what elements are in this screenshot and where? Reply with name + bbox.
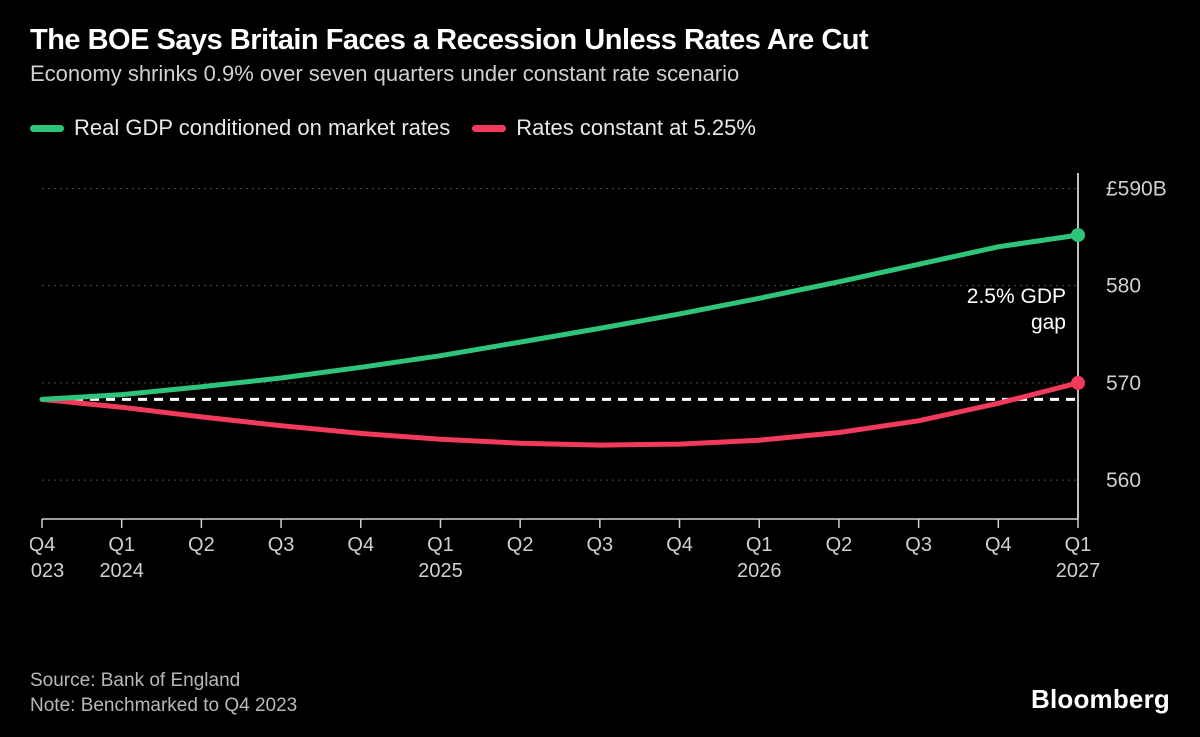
brand-label: Bloomberg — [1031, 684, 1170, 715]
footer-source: Source: Bank of England — [30, 668, 297, 694]
series-2-line — [42, 383, 1078, 445]
chart-footer: Source: Bank of England Note: Benchmarke… — [30, 668, 297, 719]
x-tick-label-quarter: Q3 — [905, 534, 932, 556]
x-tick-label-quarter: Q4 — [666, 534, 693, 556]
legend-label-1: Real GDP conditioned on market rates — [74, 115, 450, 141]
footer-note: Note: Benchmarked to Q4 2023 — [30, 693, 297, 719]
legend-label-2: Rates constant at 5.25% — [516, 115, 756, 141]
x-tick-label-quarter: Q2 — [507, 534, 534, 556]
x-tick-label-quarter: Q4 — [347, 534, 374, 556]
y-tick-label: 560 — [1106, 469, 1141, 492]
chart-title: The BOE Says Britain Faces a Recession U… — [30, 24, 1170, 57]
x-tick-label-year: 2027 — [1056, 560, 1101, 582]
series-1-marker — [1071, 228, 1085, 242]
x-tick-label-quarter: Q1 — [427, 534, 454, 556]
series-2-marker — [1071, 376, 1085, 390]
x-tick-label-quarter: Q4 — [30, 534, 55, 556]
x-tick-label-year: 2025 — [418, 560, 463, 582]
chart-card: The BOE Says Britain Faces a Recession U… — [0, 0, 1200, 737]
legend-swatch-2 — [472, 125, 506, 132]
x-tick-label-quarter: Q3 — [268, 534, 295, 556]
x-tick-label-year: 2023 — [30, 560, 64, 582]
x-tick-label-year: 2026 — [737, 560, 782, 582]
legend-item-series2: Rates constant at 5.25% — [472, 115, 756, 141]
x-tick-label-quarter: Q4 — [985, 534, 1012, 556]
x-tick-label-quarter: Q2 — [188, 534, 215, 556]
gap-annotation-1: 2.5% GDP — [967, 285, 1066, 308]
legend-swatch-1 — [30, 125, 64, 132]
gap-annotation-2: gap — [1031, 311, 1066, 334]
x-tick-label-year: 2024 — [99, 560, 144, 582]
legend: Real GDP conditioned on market rates Rat… — [30, 115, 1170, 141]
series-1-line — [42, 235, 1078, 399]
x-tick-label-quarter: Q2 — [826, 534, 853, 556]
chart-subtitle: Economy shrinks 0.9% over seven quarters… — [30, 61, 1170, 87]
y-tick-label: £590B — [1106, 177, 1167, 200]
x-tick-label-quarter: Q3 — [587, 534, 614, 556]
x-tick-label-quarter: Q1 — [108, 534, 135, 556]
y-tick-label: 580 — [1106, 275, 1141, 298]
plot-area: 560 570 580 £590B 2.5% GDP gap Q4 2023 Q1 2024 Q2 Q… — [30, 159, 1170, 599]
x-tick-label-quarter: Q1 — [746, 534, 773, 556]
chart-svg: 560 570 580 £590B 2.5% GDP gap Q4 2023 Q1 2024 Q2 Q… — [30, 159, 1170, 599]
y-tick-label: 570 — [1106, 372, 1141, 395]
x-tick-label-quarter: Q1 — [1065, 534, 1092, 556]
legend-item-series1: Real GDP conditioned on market rates — [30, 115, 450, 141]
